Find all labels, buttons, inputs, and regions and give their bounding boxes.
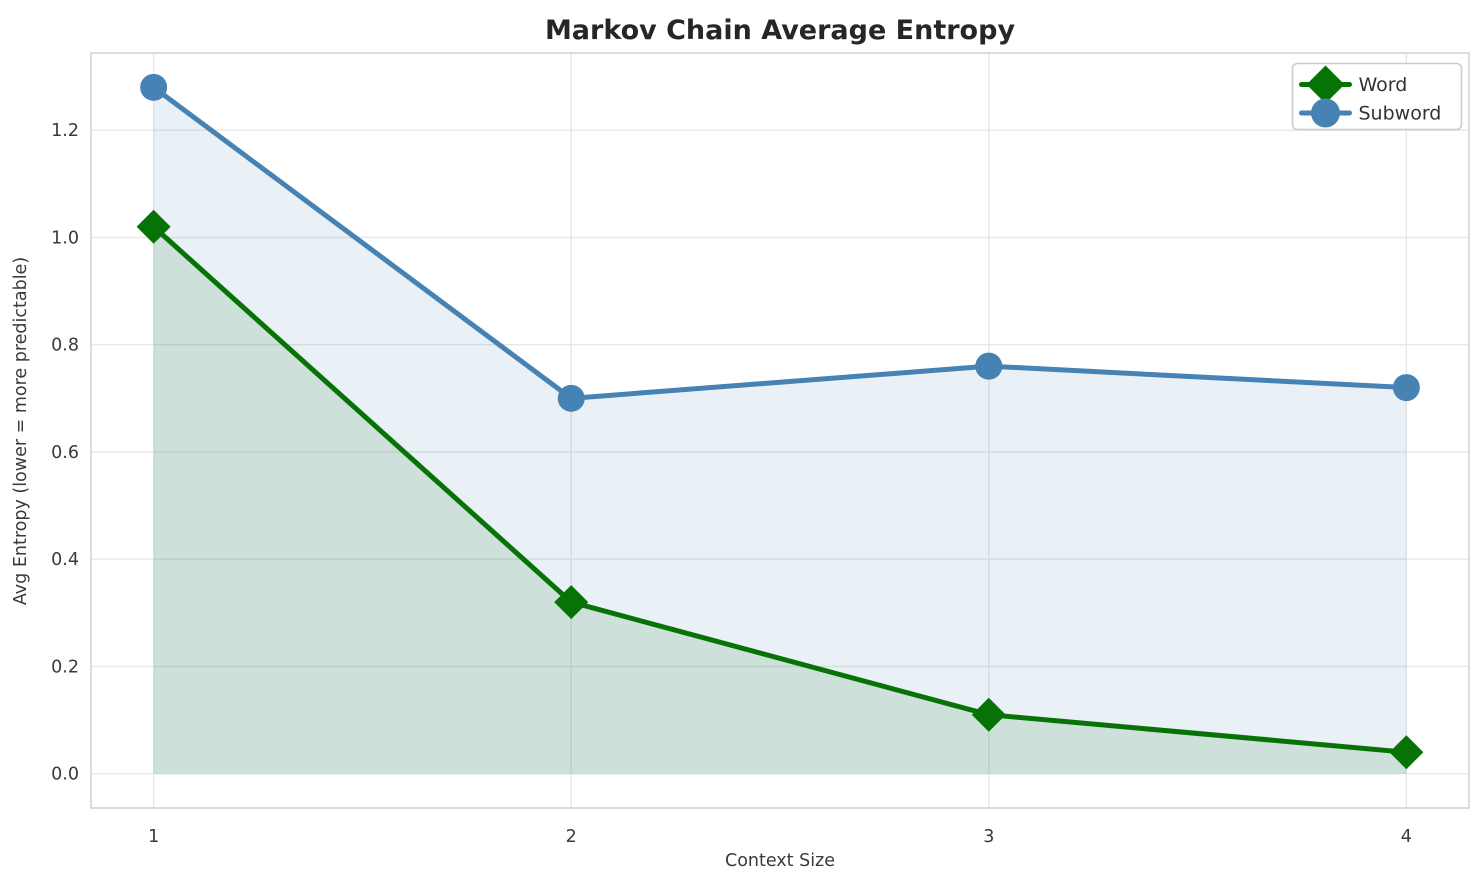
series-lines-layer (151, 84, 1409, 755)
marker-word-x4 (1389, 735, 1424, 770)
area-fills-layer (153, 87, 1407, 774)
y-tick-label-1.2: 1.2 (51, 121, 79, 141)
y-tick-label-0.6: 0.6 (51, 443, 79, 463)
marker-subword-x2 (557, 384, 585, 412)
area-fill-word (153, 226, 1407, 774)
y-tick-label-0.2: 0.2 (51, 657, 79, 677)
x-axis-label: Context Size (725, 851, 835, 871)
marker-subword-x3 (975, 352, 1003, 380)
x-tick-label-3: 3 (983, 827, 994, 847)
marker-word-x3 (971, 697, 1006, 732)
marker-subword-x1 (140, 73, 168, 101)
y-tick-label-1.0: 1.0 (51, 228, 79, 248)
plot-border (90, 52, 1470, 809)
marker-word-x2 (554, 585, 589, 620)
series-line-word (151, 224, 1409, 755)
x-tick-label-2: 2 (566, 827, 577, 847)
y-axis-label: Avg Entropy (lower = more predictable) (11, 257, 31, 605)
series-line-subword (151, 84, 1409, 401)
y-tick-label-0.0: 0.0 (51, 765, 79, 785)
chart-title: Markov Chain Average Entropy (545, 15, 1016, 46)
legend: Word Subword (1291, 62, 1463, 131)
tick-labels-layer: 1 2 3 4 0.0 0.2 0.4 0.6 0.8 1.0 1.2 (51, 121, 1412, 847)
legend-marker-subword (1311, 98, 1340, 128)
gridlines-layer (91, 53, 1469, 808)
y-tick-label-0.8: 0.8 (51, 336, 79, 356)
x-tick-label-1: 1 (148, 827, 159, 847)
marker-word-x1 (136, 209, 171, 244)
y-tick-label-0.4: 0.4 (51, 550, 79, 570)
legend-label-word: Word (1359, 74, 1408, 96)
legend-marker-word (1306, 65, 1345, 104)
marker-subword-x4 (1392, 374, 1420, 402)
x-tick-label-4: 4 (1401, 827, 1412, 847)
legend-label-subword: Subword (1359, 103, 1442, 125)
series-markers-layer (136, 73, 1424, 770)
area-fill-subword (153, 87, 1407, 774)
